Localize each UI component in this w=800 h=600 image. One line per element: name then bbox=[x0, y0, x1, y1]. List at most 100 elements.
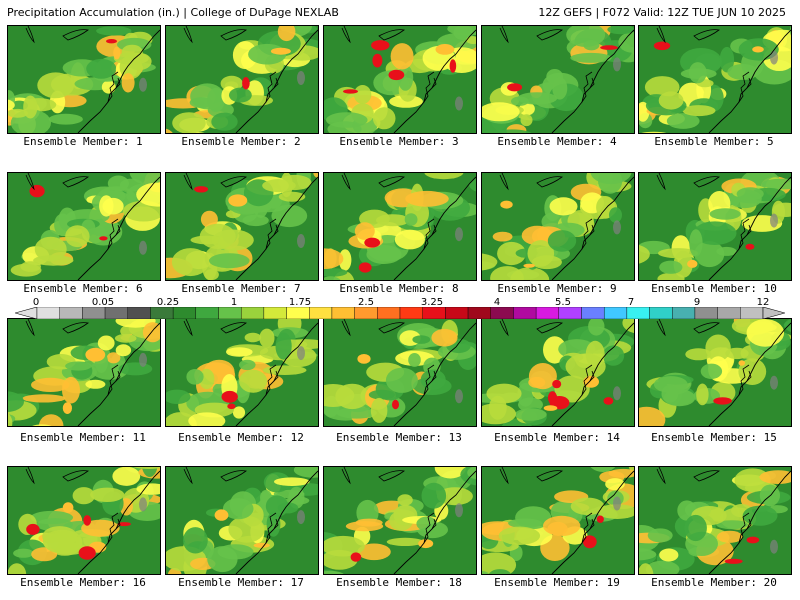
ensemble-member-label: Ensemble Member: 1 bbox=[23, 135, 143, 148]
coastline bbox=[235, 176, 318, 280]
colorbar-swatch bbox=[740, 307, 764, 319]
ensemble-member-label: Ensemble Member: 14 bbox=[494, 431, 620, 444]
colorbar-tick-label: 4 bbox=[493, 297, 501, 308]
ensemble-member-label: Ensemble Member: 17 bbox=[178, 576, 304, 589]
colorbar-swatch bbox=[717, 307, 741, 319]
member-map-panel bbox=[7, 466, 161, 575]
member-map-panel bbox=[481, 172, 635, 281]
member-map-panel bbox=[323, 25, 477, 134]
ensemble-member-label: Ensemble Member: 13 bbox=[336, 431, 462, 444]
colorbar-tick-label: 7 bbox=[627, 297, 635, 308]
precip-map bbox=[8, 467, 160, 574]
ensemble-member-label: Ensemble Member: 9 bbox=[497, 282, 617, 295]
coastline bbox=[393, 470, 476, 574]
colorbar-swatch bbox=[59, 307, 83, 319]
colorbar-tick-label: 9 bbox=[693, 297, 701, 308]
precip-map bbox=[482, 319, 634, 426]
member-map-panel bbox=[638, 172, 792, 281]
precip-map bbox=[482, 26, 634, 133]
member-map-panel bbox=[638, 25, 792, 134]
colorbar-swatch bbox=[36, 307, 60, 319]
colorbar-swatch bbox=[309, 307, 333, 319]
precip-map bbox=[166, 173, 318, 280]
member-map-panel bbox=[638, 318, 792, 427]
member-map-panel bbox=[323, 318, 477, 427]
ensemble-member-label: Ensemble Member: 20 bbox=[651, 576, 777, 589]
member-map-panel bbox=[638, 466, 792, 575]
colorbar-swatch bbox=[286, 307, 310, 319]
colorbar-swatch bbox=[104, 307, 128, 319]
member-map-panel bbox=[7, 318, 161, 427]
colorbar-swatch bbox=[535, 307, 560, 319]
colorbar-swatch bbox=[603, 307, 628, 319]
ensemble-member-label: Ensemble Member: 10 bbox=[651, 282, 777, 295]
precip-map bbox=[639, 319, 791, 426]
colorbar-swatch bbox=[490, 307, 514, 319]
colorbar-swatch bbox=[240, 307, 265, 319]
colorbar-swatch bbox=[354, 307, 378, 319]
coastline bbox=[77, 470, 160, 574]
member-map-panel bbox=[481, 466, 635, 575]
colorbar-tick-label: 5.5 bbox=[555, 297, 571, 308]
member-map-panel bbox=[481, 318, 635, 427]
colorbar-tick-label: 3.25 bbox=[420, 297, 444, 308]
colorbar-swatch bbox=[626, 307, 650, 319]
member-map-panel bbox=[481, 25, 635, 134]
colorbar-swatch bbox=[218, 307, 242, 319]
map-title: Precipitation Accumulation (in.) | Colle… bbox=[7, 6, 339, 19]
precip-map bbox=[324, 26, 476, 133]
member-map-panel bbox=[323, 172, 477, 281]
coastline bbox=[235, 470, 318, 574]
colorbar-swatch bbox=[195, 307, 219, 319]
colorbar-tick-label: 0 bbox=[32, 297, 40, 308]
colorbar-swatch bbox=[558, 307, 582, 319]
member-map-panel bbox=[7, 25, 161, 134]
colorbar-swatch bbox=[399, 307, 423, 319]
ensemble-member-label: Ensemble Member: 12 bbox=[178, 431, 304, 444]
precip-map bbox=[8, 173, 160, 280]
coastline bbox=[551, 322, 634, 426]
ensemble-member-label: Ensemble Member: 5 bbox=[654, 135, 774, 148]
colorbar-min-arrow bbox=[15, 307, 38, 319]
colorbar-swatch bbox=[263, 307, 287, 319]
colorbar-tick-label: 0.05 bbox=[91, 297, 115, 308]
precip-map bbox=[324, 467, 476, 574]
coastline bbox=[393, 322, 476, 426]
valid-time: 12Z GEFS | F072 Valid: 12Z TUE JUN 10 20… bbox=[538, 6, 786, 19]
coastline bbox=[551, 470, 634, 574]
colorbar-swatch bbox=[513, 307, 537, 319]
precip-map bbox=[8, 319, 160, 426]
precip-map bbox=[166, 467, 318, 574]
member-map-panel bbox=[165, 25, 319, 134]
colorbar-tick-label: 0.25 bbox=[156, 297, 180, 308]
colorbar-swatch bbox=[672, 307, 696, 319]
precip-map bbox=[324, 319, 476, 426]
coastline bbox=[77, 29, 160, 133]
colorbar-tick-label: 2.5 bbox=[358, 297, 374, 308]
ensemble-member-label: Ensemble Member: 15 bbox=[651, 431, 777, 444]
precip-map bbox=[482, 173, 634, 280]
member-map-panel bbox=[165, 318, 319, 427]
precip-map bbox=[166, 319, 318, 426]
ensemble-member-label: Ensemble Member: 8 bbox=[339, 282, 459, 295]
colorbar-swatch bbox=[467, 307, 491, 319]
ensemble-member-label: Ensemble Member: 7 bbox=[181, 282, 301, 295]
coastline bbox=[393, 176, 476, 280]
precip-map bbox=[639, 173, 791, 280]
colorbar-swatch bbox=[331, 307, 355, 319]
coastline bbox=[551, 176, 634, 280]
colorbar-swatch bbox=[377, 307, 401, 319]
precip-map bbox=[8, 26, 160, 133]
precip-map bbox=[482, 467, 634, 574]
member-map-panel bbox=[165, 172, 319, 281]
ensemble-member-label: Ensemble Member: 19 bbox=[494, 576, 620, 589]
member-map-panel bbox=[165, 466, 319, 575]
coastline bbox=[393, 29, 476, 133]
colorbar-max-arrow bbox=[762, 307, 785, 319]
precip-map bbox=[639, 26, 791, 133]
ensemble-member-label: Ensemble Member: 2 bbox=[181, 135, 301, 148]
colorbar-tick-label: 1 bbox=[230, 297, 238, 308]
ensemble-member-label: Ensemble Member: 4 bbox=[497, 135, 617, 148]
colorbar-swatch bbox=[82, 307, 106, 319]
colorbar-swatch bbox=[694, 307, 718, 319]
